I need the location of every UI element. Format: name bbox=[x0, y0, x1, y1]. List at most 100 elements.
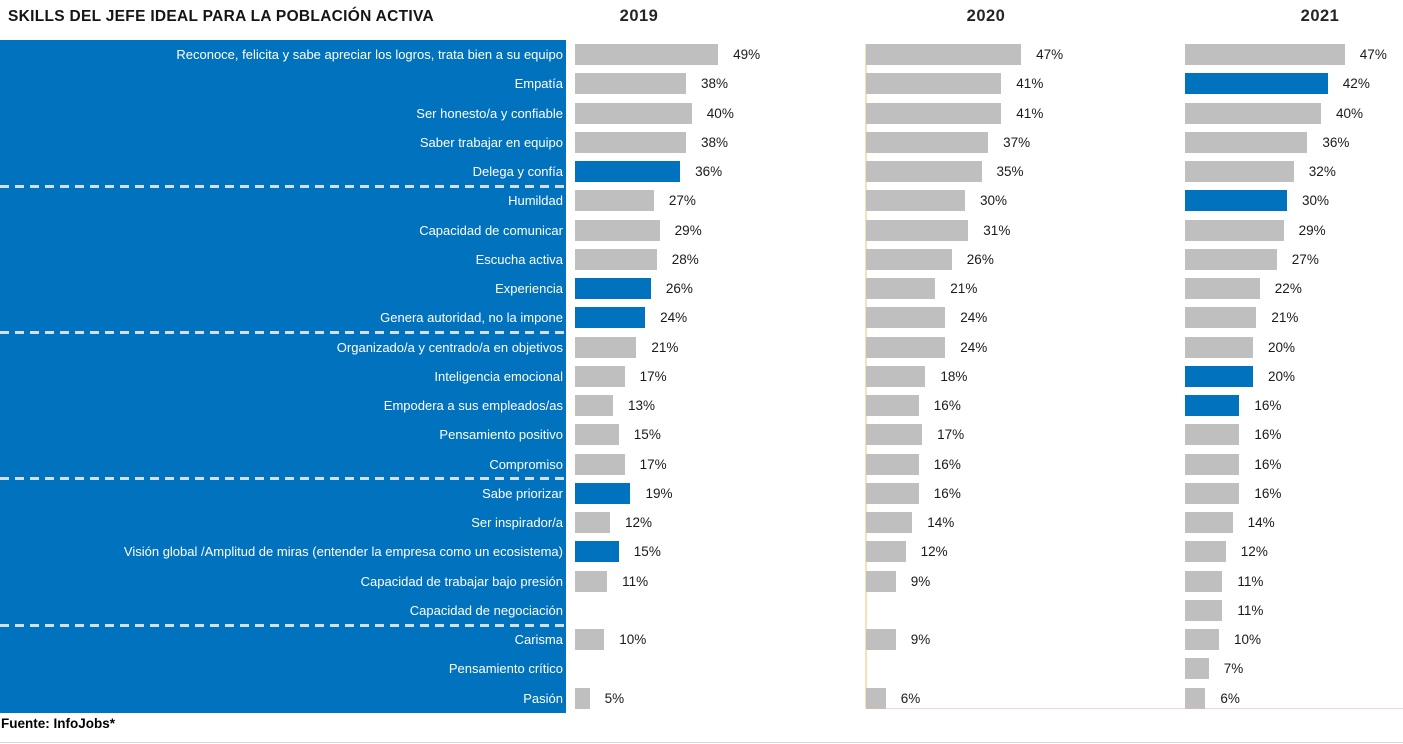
bar-2019 bbox=[575, 44, 719, 66]
bar-value: 21% bbox=[651, 339, 679, 355]
bar-value: 41% bbox=[1016, 76, 1044, 92]
bar-2020 bbox=[866, 190, 965, 212]
bar-value: 36% bbox=[1322, 134, 1350, 150]
bar-value: 29% bbox=[1298, 222, 1326, 238]
bar-row: 17% bbox=[575, 450, 865, 479]
chart-title: SKILLS DEL JEFE IDEAL PARA LA POBLACIÓN … bbox=[8, 8, 435, 25]
category-label: Pasión bbox=[523, 690, 563, 706]
bar-row: 16% bbox=[866, 391, 1184, 420]
bar-2020 bbox=[866, 161, 982, 183]
category-label: Humildad bbox=[508, 193, 563, 209]
bar-value: 14% bbox=[1247, 515, 1275, 531]
bar-value: 16% bbox=[1254, 398, 1282, 414]
bar-value: 13% bbox=[627, 398, 655, 414]
group-separator bbox=[0, 477, 566, 481]
category-label: Empatía bbox=[514, 76, 563, 92]
bar-value: 28% bbox=[671, 251, 699, 267]
bar-value: 14% bbox=[927, 515, 955, 531]
bar-value: 16% bbox=[1254, 427, 1282, 443]
bar-value: 16% bbox=[1254, 485, 1282, 501]
bar-2020 bbox=[866, 44, 1022, 66]
bar-row: 16% bbox=[1185, 450, 1402, 479]
bar-row: 17% bbox=[866, 420, 1184, 449]
bar-row: 16% bbox=[866, 450, 1184, 479]
bar-row: 24% bbox=[575, 303, 865, 332]
bar-2019 bbox=[575, 248, 657, 270]
category-label: Capacidad de trabajar bajo presión bbox=[360, 573, 563, 589]
bar-value: 30% bbox=[980, 193, 1008, 209]
bar-row: 11% bbox=[1185, 567, 1402, 596]
bar-row: 35% bbox=[866, 157, 1184, 186]
bar-value: 6% bbox=[1220, 690, 1240, 706]
bar-row: 11% bbox=[1185, 596, 1402, 625]
bar-row: 13% bbox=[575, 391, 865, 420]
bar-value: 20% bbox=[1268, 368, 1296, 384]
category-label: Visión global /Amplitud de miras (entend… bbox=[123, 544, 563, 560]
bar-value: 12% bbox=[1240, 544, 1268, 560]
bar-row bbox=[866, 654, 1184, 683]
category-row: Carisma bbox=[0, 625, 566, 654]
bar-2019 bbox=[575, 482, 631, 504]
bar-2020 bbox=[866, 687, 886, 709]
bar-value: 27% bbox=[1291, 251, 1319, 267]
bar-value: 16% bbox=[1254, 456, 1282, 472]
bar-2020 bbox=[866, 424, 923, 446]
bar-row: 47% bbox=[866, 40, 1184, 69]
bar-value: 5% bbox=[604, 690, 625, 706]
bar-value: 20% bbox=[1268, 339, 1296, 355]
category-row: Visión global /Amplitud de miras (entend… bbox=[0, 537, 566, 566]
bar-2020 bbox=[866, 395, 919, 417]
bar-2021 bbox=[1185, 278, 1260, 300]
bar-2020 bbox=[866, 570, 896, 592]
bar-row: 37% bbox=[866, 128, 1184, 157]
bar-value: 37% bbox=[1003, 134, 1031, 150]
bar-row: 21% bbox=[866, 274, 1184, 303]
bar-row: 9% bbox=[866, 625, 1184, 654]
bar-row: 6% bbox=[866, 684, 1184, 713]
category-label: Pensamiento crítico bbox=[448, 661, 563, 677]
bar-row: 30% bbox=[866, 186, 1184, 215]
bar-value: 38% bbox=[700, 134, 728, 150]
bar-2019 bbox=[575, 395, 613, 417]
bar-value: 29% bbox=[674, 222, 702, 238]
bar-row: 12% bbox=[1185, 537, 1402, 566]
group-separator bbox=[0, 623, 566, 627]
bar-row: 29% bbox=[1185, 216, 1402, 245]
category-row: Compromiso bbox=[0, 450, 566, 479]
bar-value: 24% bbox=[660, 310, 688, 326]
bar-row bbox=[575, 654, 865, 683]
bar-value: 40% bbox=[1336, 105, 1364, 121]
bar-value: 12% bbox=[920, 544, 948, 560]
bars-column-2020: 47% 41% 41% 37% 35% 30% 31% 26% 21% 24% 24% 18% 16% 1… bbox=[866, 40, 1184, 713]
bottom-divider bbox=[0, 742, 1403, 743]
bar-2021 bbox=[1185, 248, 1277, 270]
bar-row: 31% bbox=[866, 216, 1184, 245]
category-label: Compromiso bbox=[489, 456, 563, 472]
bar-row: 28% bbox=[575, 245, 865, 274]
bar-2019 bbox=[575, 190, 654, 212]
bar-row: 19% bbox=[575, 479, 865, 508]
bar-row: 27% bbox=[575, 186, 865, 215]
category-label: Organizado/a y centrado/a en objetivos bbox=[336, 339, 563, 355]
bar-2019 bbox=[575, 336, 637, 358]
bar-value: 17% bbox=[937, 427, 965, 443]
bar-value: 6% bbox=[900, 690, 921, 706]
bar-value: 18% bbox=[940, 368, 968, 384]
bar-2019 bbox=[575, 161, 681, 183]
bar-2020 bbox=[866, 278, 936, 300]
bar-value: 26% bbox=[966, 251, 994, 267]
bar-2019 bbox=[575, 131, 686, 153]
bar-row: 14% bbox=[866, 508, 1184, 537]
bar-2021 bbox=[1185, 190, 1287, 212]
bar-value: 17% bbox=[639, 456, 667, 472]
category-row: Saber trabajar en equipo bbox=[0, 128, 566, 157]
category-row: Pasión bbox=[0, 684, 566, 713]
bar-2021 bbox=[1185, 424, 1240, 446]
bar-row: 26% bbox=[866, 245, 1184, 274]
bar-value: 26% bbox=[665, 281, 693, 297]
category-label: Capacidad de negociación bbox=[409, 602, 563, 618]
bar-value: 41% bbox=[1016, 105, 1044, 121]
bar-value: 47% bbox=[1359, 47, 1387, 63]
bar-2019 bbox=[575, 570, 608, 592]
category-row: Capacidad de negociación bbox=[0, 596, 566, 625]
